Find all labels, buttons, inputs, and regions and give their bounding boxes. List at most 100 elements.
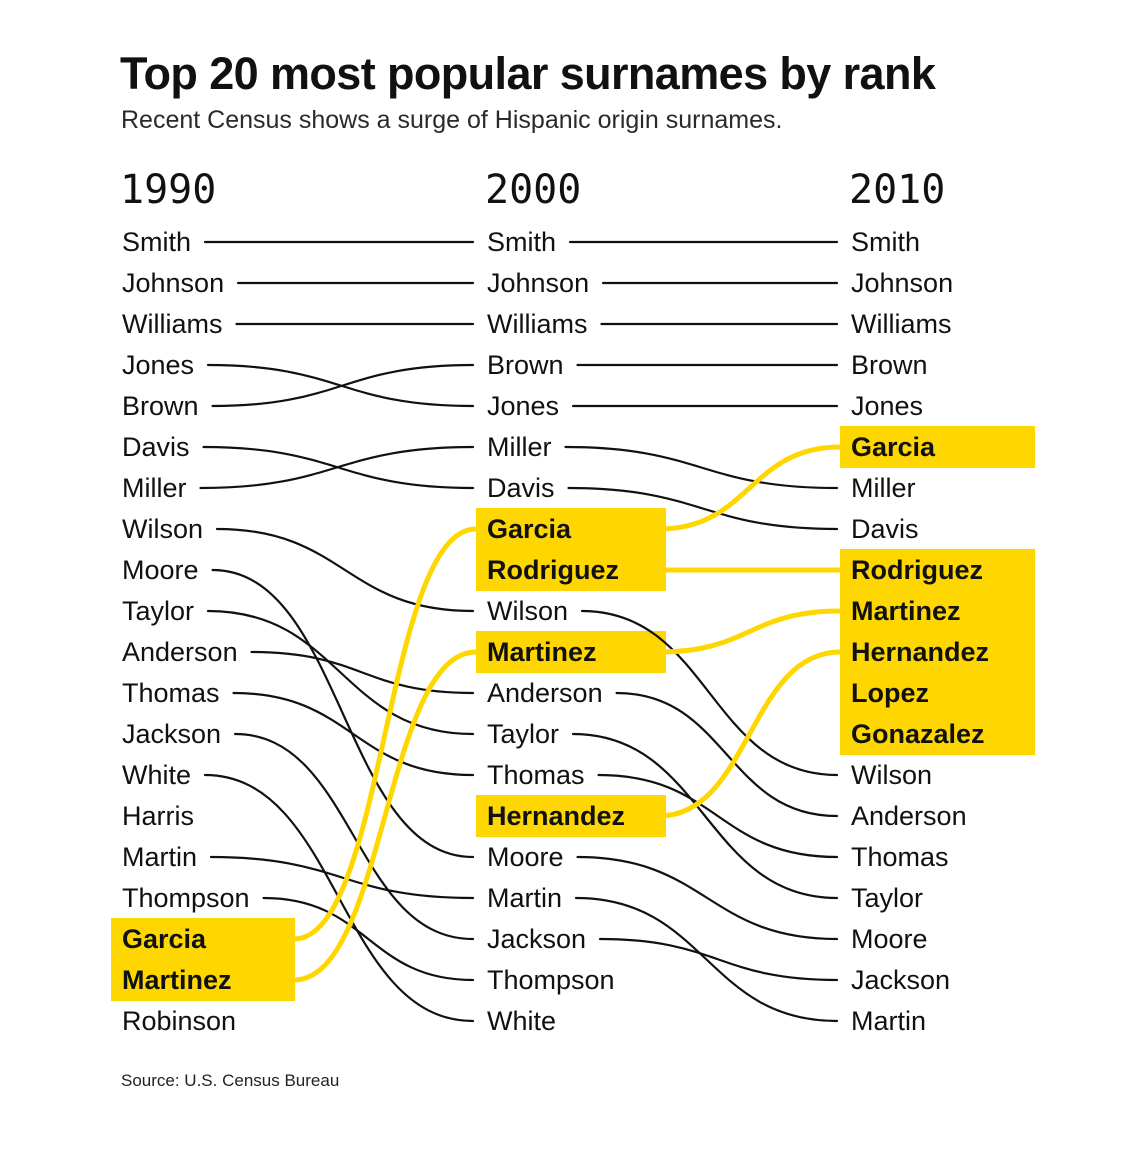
link-davis-2000-2010 bbox=[567, 486, 839, 531]
highlight-boxes bbox=[111, 426, 1035, 1001]
surname-moore-2000: Moore bbox=[487, 842, 564, 872]
surname-jackson-1990: Jackson bbox=[122, 719, 221, 749]
link-miller-1990-2000 bbox=[199, 445, 475, 490]
surname-rodriguez-2010: Rodriguez bbox=[851, 555, 983, 585]
surname-thomas-1990: Thomas bbox=[122, 678, 220, 708]
surname-anderson-1990: Anderson bbox=[122, 637, 238, 667]
link-wilson-1990-2000 bbox=[215, 527, 475, 613]
link-taylor-1990-2000 bbox=[206, 609, 475, 736]
link-martin-1990-2000 bbox=[209, 855, 475, 900]
link-jackson-1990-2000 bbox=[233, 732, 475, 941]
surname-wilson-2010: Wilson bbox=[851, 760, 932, 790]
surname-moore-2010: Moore bbox=[851, 924, 928, 954]
surname-thomas-2010: Thomas bbox=[851, 842, 949, 872]
surname-hernandez-2000: Hernandez bbox=[487, 801, 625, 831]
surname-thompson-1990: Thompson bbox=[122, 883, 250, 913]
highlight-box-2000 bbox=[476, 631, 666, 673]
surname-williams-2000: Williams bbox=[487, 309, 588, 339]
link-jackson-2000-2010 bbox=[598, 937, 839, 982]
surname-davis-2010: Davis bbox=[851, 514, 919, 544]
highlight-box-2000 bbox=[476, 795, 666, 837]
surname-smith-2010: Smith bbox=[851, 227, 920, 257]
surname-harris-1990: Harris bbox=[122, 801, 194, 831]
surname-martinez-2010: Martinez bbox=[851, 596, 961, 626]
surname-anderson-2000: Anderson bbox=[487, 678, 603, 708]
surname-lopez-2010: Lopez bbox=[851, 678, 929, 708]
link-martin-2000-2010 bbox=[574, 896, 839, 1023]
surname-brown-2010: Brown bbox=[851, 350, 928, 380]
surname-labels: Smith Johnson Williams Jones Brown Davis Mille… bbox=[122, 227, 989, 1036]
surname-wilson-1990: Wilson bbox=[122, 514, 203, 544]
surname-garcia-1990: Garcia bbox=[122, 924, 207, 954]
chart-subtitle: Recent Census shows a surge of Hispanic … bbox=[121, 106, 783, 134]
highlight-links bbox=[291, 444, 843, 983]
surname-martin-2010: Martin bbox=[851, 1006, 926, 1036]
surname-jones-1990: Jones bbox=[122, 350, 194, 380]
surname-miller-2010: Miller bbox=[851, 473, 916, 503]
surname-white-1990: White bbox=[122, 760, 191, 790]
highlight-link-garcia-2000-2010 bbox=[656, 444, 843, 532]
year-header-1990: 1990 bbox=[120, 167, 216, 213]
surname-moore-1990: Moore bbox=[122, 555, 199, 585]
surname-smith-2000: Smith bbox=[487, 227, 556, 257]
link-brown-1990-2000 bbox=[211, 363, 475, 408]
surname-garcia-2010: Garcia bbox=[851, 432, 936, 462]
surname-williams-1990: Williams bbox=[122, 309, 223, 339]
source-note: Source: U.S. Census Bureau bbox=[121, 1071, 340, 1090]
surname-jackson-2010: Jackson bbox=[851, 965, 950, 995]
highlight-box-2010 bbox=[840, 426, 1035, 468]
highlight-link-hernandez-2000-2010 bbox=[656, 649, 843, 819]
highlight-box-2000 bbox=[476, 508, 666, 591]
surname-jones-2000: Jones bbox=[487, 391, 559, 421]
surname-smith-1990: Smith bbox=[122, 227, 191, 257]
plain-links bbox=[199, 240, 839, 1023]
surname-jones-2010: Jones bbox=[851, 391, 923, 421]
highlight-box-1990 bbox=[111, 918, 295, 1001]
surname-johnson-2000: Johnson bbox=[487, 268, 589, 298]
surname-brown-2000: Brown bbox=[487, 350, 564, 380]
link-miller-2000-2010 bbox=[564, 445, 839, 490]
surname-robinson-1990: Robinson bbox=[122, 1006, 236, 1036]
surname-martin-2000: Martin bbox=[487, 883, 562, 913]
surname-johnson-2010: Johnson bbox=[851, 268, 953, 298]
surname-gonazalez-2010: Gonazalez bbox=[851, 719, 985, 749]
link-taylor-2000-2010 bbox=[571, 732, 839, 900]
link-wilson-2000-2010 bbox=[580, 609, 839, 777]
surname-johnson-1990: Johnson bbox=[122, 268, 224, 298]
link-anderson-1990-2000 bbox=[250, 650, 475, 695]
surname-williams-2010: Williams bbox=[851, 309, 952, 339]
surname-miller-1990: Miller bbox=[122, 473, 187, 503]
link-thomas-1990-2000 bbox=[232, 691, 475, 777]
surname-anderson-2010: Anderson bbox=[851, 801, 967, 831]
surname-davis-2000: Davis bbox=[487, 473, 555, 503]
surname-martinez-2000: Martinez bbox=[487, 637, 597, 667]
link-thomas-2000-2010 bbox=[597, 773, 839, 859]
link-anderson-2000-2010 bbox=[615, 691, 839, 818]
surname-jackson-2000: Jackson bbox=[487, 924, 586, 954]
link-moore-2000-2010 bbox=[576, 855, 839, 941]
link-thompson-1990-2000 bbox=[262, 896, 475, 982]
surname-garcia-2000: Garcia bbox=[487, 514, 572, 544]
surname-taylor-2010: Taylor bbox=[851, 883, 923, 913]
surname-thompson-2000: Thompson bbox=[487, 965, 615, 995]
chart-title: Top 20 most popular surnames by rank bbox=[120, 48, 936, 99]
surname-davis-1990: Davis bbox=[122, 432, 190, 462]
year-header-2000: 2000 bbox=[485, 167, 581, 213]
surname-taylor-2000: Taylor bbox=[487, 719, 559, 749]
year-headers: 1990 2000 2010 bbox=[120, 167, 945, 213]
surname-miller-2000: Miller bbox=[487, 432, 552, 462]
highlight-link-martinez-1990-2000 bbox=[291, 649, 479, 983]
highlight-box-2010 bbox=[840, 549, 1035, 755]
surname-white-2000: White bbox=[487, 1006, 556, 1036]
surname-taylor-1990: Taylor bbox=[122, 596, 194, 626]
surname-hernandez-2010: Hernandez bbox=[851, 637, 989, 667]
surname-rodriguez-2000: Rodriguez bbox=[487, 555, 619, 585]
highlight-link-martinez-2000-2010 bbox=[656, 608, 843, 655]
surname-martin-1990: Martin bbox=[122, 842, 197, 872]
surname-martinez-1990: Martinez bbox=[122, 965, 232, 995]
link-moore-1990-2000 bbox=[211, 568, 475, 859]
surname-thomas-2000: Thomas bbox=[487, 760, 585, 790]
year-header-2010: 2010 bbox=[849, 167, 945, 213]
